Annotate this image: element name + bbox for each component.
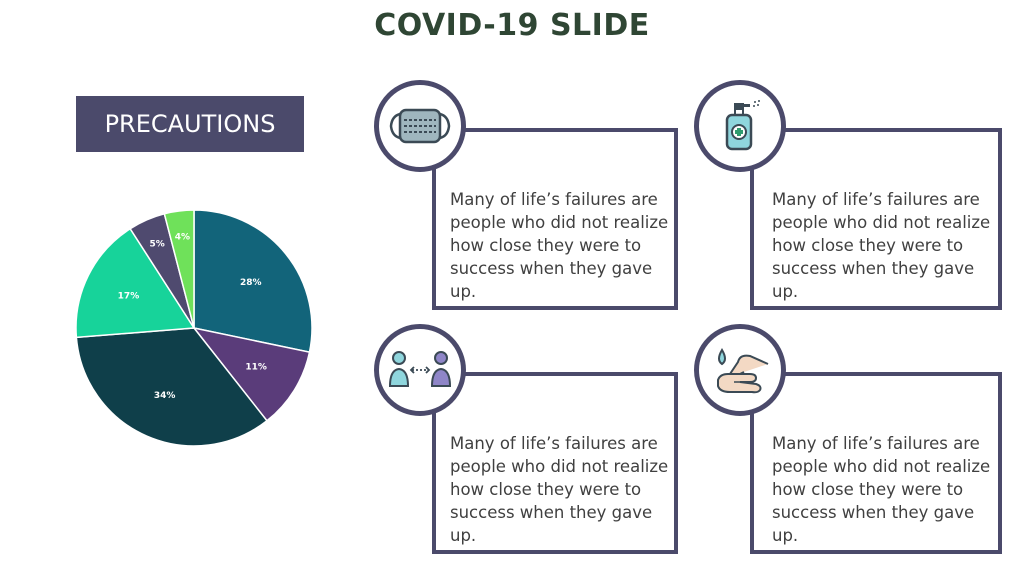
pie-label-4: 5% — [149, 240, 164, 250]
precaution-card-sanitizer: Many of life’s failures are people who d… — [750, 128, 1002, 310]
precaution-card-mask: Many of life’s failures are people who d… — [432, 128, 678, 310]
hand-washing-icon — [717, 348, 769, 394]
precaution-card-handwash: Many of life’s failures are people who d… — [750, 372, 1002, 554]
pie-slice-2 — [75, 327, 268, 447]
mask-icon-circle — [374, 80, 466, 172]
card-text: Many of life’s failures are people who d… — [450, 190, 669, 301]
precautions-banner: PRECAUTIONS — [76, 96, 304, 152]
social-distancing-icon — [389, 351, 451, 387]
pie-slice-3 — [75, 227, 196, 339]
pie-slice-5 — [163, 209, 195, 329]
precaution-card-distancing: Many of life’s failures are people who d… — [432, 372, 678, 554]
pie-label-5: 4% — [175, 233, 190, 243]
hand-sanitizer-icon — [725, 100, 760, 151]
slide-title: COVID-19 SLIDE — [374, 8, 650, 43]
precautions-label: PRECAUTIONS — [104, 110, 276, 138]
pie-slice-0 — [193, 209, 313, 354]
card-text: Many of life’s failures are people who d… — [450, 434, 669, 545]
face-mask-icon — [389, 108, 451, 144]
pie-label-1: 11% — [245, 363, 267, 373]
pie-label-0: 28% — [240, 278, 262, 288]
distancing-icon-circle — [374, 324, 466, 416]
pie-label-2: 34% — [154, 391, 176, 401]
card-text: Many of life’s failures are people who d… — [772, 190, 991, 301]
pie-slice-1 — [192, 326, 311, 422]
handwash-icon-circle — [694, 324, 786, 416]
pie-label-3: 17% — [118, 292, 140, 302]
sanitizer-icon-circle — [694, 80, 786, 172]
card-text: Many of life’s failures are people who d… — [772, 434, 991, 545]
pie-chart: 28% 11% 34% 17% 5% 4% — [75, 209, 313, 447]
